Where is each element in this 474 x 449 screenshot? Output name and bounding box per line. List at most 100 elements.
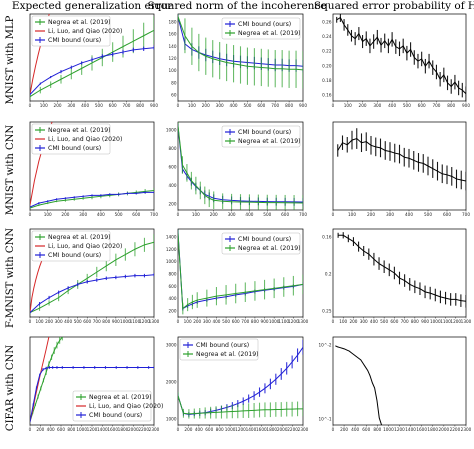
x-tick-label: 700	[93, 319, 101, 324]
legend-entry: CMI bound (ours)	[238, 236, 291, 243]
x-tick-label: 100	[36, 319, 44, 324]
y-tick-label: 2000	[166, 380, 177, 385]
chart-r2c1: 0 100 200 300 400 500 600 700 800 900 100011001200…	[166, 228, 309, 324]
series-negrea	[178, 392, 303, 419]
x-tick-label: 200	[61, 212, 69, 217]
x-tick-label: 1200	[235, 427, 246, 432]
plot-area	[178, 122, 303, 210]
y-tick-label: 10^-1	[318, 417, 331, 422]
x-tick-label: 0	[177, 319, 180, 324]
x-tick-label: 600	[443, 212, 451, 217]
x-tick-label: 500	[95, 103, 103, 108]
legend-box	[221, 17, 301, 40]
x-tick-label: 900	[150, 103, 158, 108]
y-tick-label: 0.20	[322, 63, 332, 68]
x-tick-label: 500	[222, 319, 230, 324]
x-tick-label: 100	[184, 319, 192, 324]
plot-area	[335, 345, 383, 425]
x-tick-label: 400	[64, 319, 72, 324]
y-tick-label: 1000	[166, 128, 177, 133]
chart-r3c1: 0 200 400 600 800 1000 1200 1400 1600 1800 2000 220…	[166, 336, 309, 432]
x-tick-label: 1200	[87, 427, 98, 432]
series-cmi	[30, 191, 154, 208]
y-tick-label: 800	[169, 272, 177, 277]
row-label-1: MNIST with MLP	[5, 15, 16, 104]
series-line	[30, 191, 154, 208]
x-tick-label: 1800	[266, 427, 277, 432]
y-tick-label: 0.16	[322, 93, 332, 98]
chart-r3c0: 0 200 400 600 800 1000 1200 1400 1600 1800 2000 220…	[29, 336, 163, 432]
legend-entry: Negrea et al. (2019)	[48, 19, 111, 26]
x-tick-label: 2200	[287, 427, 298, 432]
x-tick-label: 200	[54, 103, 62, 108]
series-line	[338, 234, 466, 302]
x-tick-label: 200	[349, 319, 357, 324]
x-tick-label: 1300	[149, 319, 160, 324]
x-tick-label: 1000	[120, 319, 131, 324]
series-negrea	[30, 234, 154, 315]
y-tick-label: 0.22	[322, 49, 332, 54]
legend: Negrea et al. (2019) Li, Luo, and Qiao (2…	[31, 230, 122, 262]
series-ht	[337, 128, 466, 191]
x-tick-label: 800	[251, 319, 259, 324]
x-tick-label: 100	[344, 103, 352, 108]
x-tick-label: 600	[418, 103, 426, 108]
y-tick-label: 200	[169, 202, 177, 207]
x-tick-label: 0	[177, 427, 180, 432]
x-tick-label: 700	[122, 103, 130, 108]
x-tick-label: 2200	[138, 427, 149, 432]
x-tick-label: 300	[55, 319, 63, 324]
x-tick-label: 2300	[149, 427, 160, 432]
x-tick-label: 700	[271, 103, 279, 108]
x-tick-label: 2000	[128, 427, 139, 432]
series-line	[178, 16, 303, 71]
x-tick-label: 200	[193, 319, 201, 324]
x-tick-label: 800	[136, 103, 144, 108]
x-tick-label: 800	[447, 103, 455, 108]
legend-entry: CMI bound (ours)	[238, 21, 291, 28]
x-tick-label: 0	[29, 103, 32, 108]
y-tick-label: 0.26	[322, 20, 332, 25]
legend-entry: CMI bound (ours)	[196, 342, 249, 349]
y-tick-label: 400	[169, 183, 177, 188]
column-title-3: Squared error probability of HT	[314, 0, 474, 12]
y-tick-label: 1200	[166, 247, 177, 252]
x-tick-label: 1400	[246, 427, 257, 432]
x-tick-label: 800	[216, 427, 224, 432]
legend-entry: Negrea et al. (2019)	[238, 30, 301, 37]
x-tick-label: 400	[81, 103, 89, 108]
x-tick-label: 1200	[139, 319, 150, 324]
x-tick-label: 400	[245, 212, 253, 217]
x-tick-label: 0	[332, 319, 335, 324]
x-tick-label: 0	[332, 427, 335, 432]
series-cmi	[30, 45, 154, 96]
plot-area	[30, 337, 154, 423]
legend: CMI bound (ours) Negrea et al. (2019)	[221, 125, 301, 148]
x-tick-label: 600	[109, 103, 117, 108]
legend-entry: Negrea et al. (2019)	[48, 234, 111, 241]
legend: CMI bound (ours) Negrea et al. (2019)	[221, 232, 301, 255]
x-tick-label: 400	[370, 319, 378, 324]
x-tick-label: 300	[360, 319, 368, 324]
series-line	[335, 345, 383, 425]
legend-box	[31, 123, 111, 155]
x-tick-label: 900	[112, 319, 120, 324]
legend-entry: Negrea et al. (2019)	[238, 245, 301, 252]
plot-area	[336, 14, 466, 101]
x-tick-label: 600	[390, 319, 398, 324]
series-line	[30, 189, 154, 209]
x-tick-label: 1000	[225, 427, 236, 432]
x-tick-label: 200	[210, 212, 218, 217]
y-tick-label: 1000	[166, 417, 177, 422]
plot-area	[178, 14, 303, 89]
x-tick-label: 800	[67, 427, 75, 432]
x-tick-label: 1000	[269, 319, 280, 324]
x-tick-label: 100	[348, 212, 356, 217]
x-tick-label: 1200	[288, 319, 299, 324]
chart-r1c2: 0 100 200 300 400 500 600 700	[332, 121, 470, 217]
x-tick-label: 1200	[450, 319, 461, 324]
chart-r3c2: 0 200 400 600 800 1000 1200 1400 1600 1800 2000 220…	[318, 336, 472, 432]
chart-r0c1: 0 100 200 300 400 500 600 700 800 900 60 80 100 120 14…	[169, 13, 307, 108]
x-tick-label: 800	[373, 427, 381, 432]
